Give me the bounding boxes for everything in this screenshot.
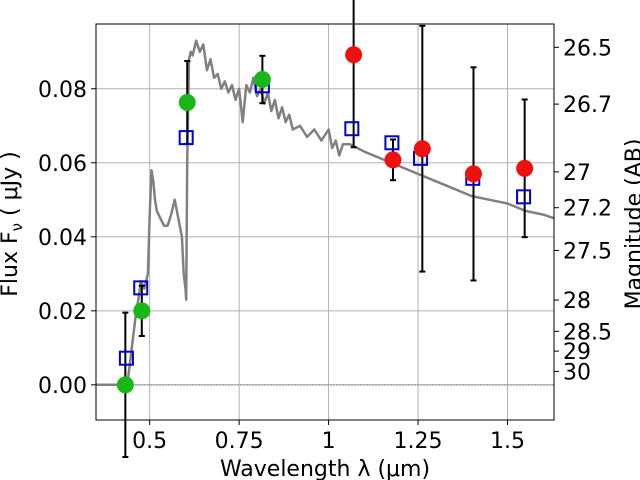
y2-tick-label: 28 [563, 289, 591, 314]
model-square [118, 350, 134, 366]
model-square [384, 135, 400, 151]
model-square [344, 121, 360, 137]
y2-tick-label: 27 [563, 161, 591, 186]
y-tick-label: 0.08 [38, 78, 87, 103]
green-data-point [116, 376, 134, 394]
y2-tick-label: 26.7 [563, 93, 612, 118]
y2-tick-label: 29 [563, 340, 591, 365]
model-square [516, 189, 532, 205]
y2-tick-label: 28.5 [563, 320, 612, 345]
x-tick-label: 0.5 [132, 429, 167, 454]
y-tick-label: 0.02 [38, 300, 87, 325]
green-data-point [178, 93, 196, 111]
x-tick-label: 1.5 [490, 429, 525, 454]
x-axis-ticks: 0.5 0.75 1 1.25 1.5 [132, 420, 525, 454]
y-tick-label: 0.00 [38, 374, 87, 399]
y2-tick-label: 27.5 [563, 239, 612, 264]
y-axis-ticks: 0.00 0.02 0.04 0.06 0.08 [38, 78, 96, 399]
y2-tick-label: 27.2 [563, 197, 612, 222]
y2-axis-label: Magnitude (AB) [622, 139, 640, 310]
template-spectrum-line [96, 39, 555, 387]
y-tick-label: 0.06 [38, 152, 87, 177]
error-bars [122, 0, 528, 459]
y-tick-label: 0.04 [38, 226, 87, 251]
x-tick-label: 0.75 [215, 429, 264, 454]
y-axis-label-main: Flux F [0, 231, 23, 296]
plot-frame [95, 23, 555, 421]
x-tick-label: 1 [322, 429, 336, 454]
red-data-point [516, 159, 534, 177]
template-spectrum [96, 39, 555, 387]
green-data-point [253, 71, 271, 89]
x-axis-label: Wavelength λ (μm) [220, 457, 430, 480]
y-axis-label-unit: ( μJy ) [0, 151, 23, 223]
red-data-point [384, 151, 402, 169]
model-photometry [118, 78, 532, 366]
grid [96, 24, 554, 420]
y-axis-label: Flux Fν ( μJy ) [0, 151, 26, 296]
observed-photometry [116, 46, 534, 394]
red-data-point [345, 46, 363, 64]
y2-tick-label: 26.5 [563, 36, 612, 61]
y-axis-label-sub: ν [8, 223, 26, 231]
green-data-point [133, 302, 151, 320]
x-tick-label: 1.25 [394, 429, 443, 454]
red-data-point [464, 165, 482, 183]
model-square [133, 280, 149, 296]
model-square [178, 130, 194, 146]
red-data-point [413, 140, 431, 158]
y2-tick-label: 30 [563, 360, 591, 385]
